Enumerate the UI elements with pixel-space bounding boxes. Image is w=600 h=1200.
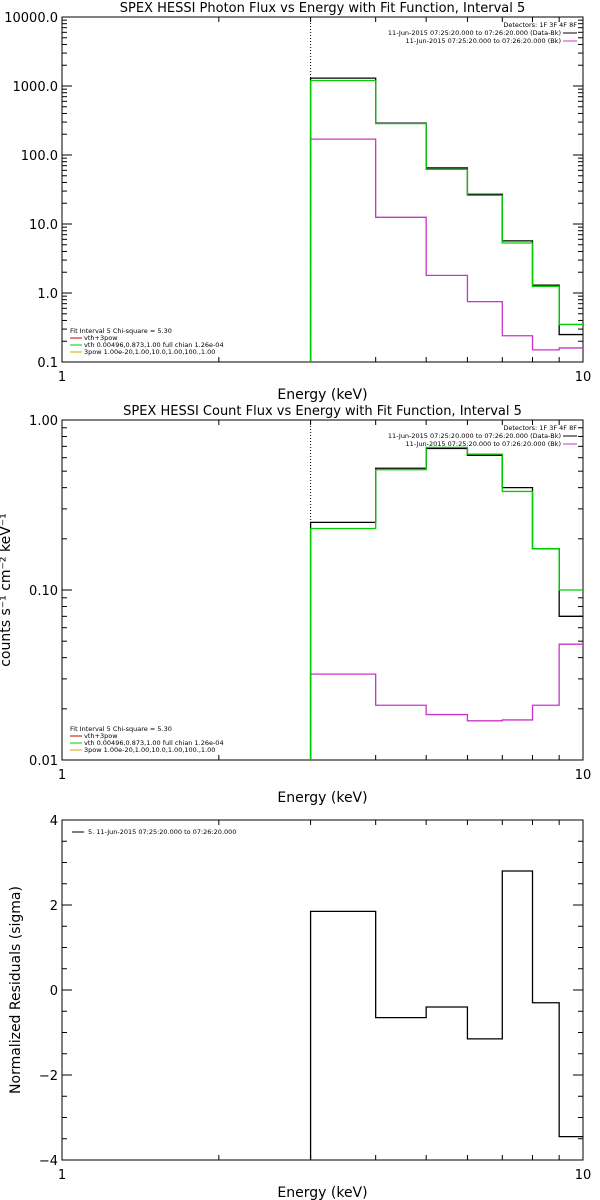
y-tick-label: 1.0 <box>37 287 58 302</box>
legend-entry: 5. 11-Jun-2015 07:25:20.000 to 07:26:20.… <box>88 828 236 836</box>
fit-legend-entry: vth 0.00496,0.873,1.00 full chian 1.26e-… <box>84 341 224 349</box>
fit-legend-entry: vth 0.00496,0.873,1.00 full chian 1.26e-… <box>84 739 224 747</box>
x-axis: 1 10 <box>58 17 591 385</box>
legend-entry: 11-Jun-2015 07:25:20.000 to 07:26:20.000… <box>406 37 561 45</box>
legend: 5. 11-Jun-2015 07:25:20.000 to 07:26:20.… <box>72 828 236 836</box>
series-line-black <box>309 447 583 760</box>
x-axis: 1 10 <box>58 820 591 1183</box>
x-axis-label: Energy (keV) <box>277 387 367 403</box>
y-tick-label: 1000.0 <box>13 80 59 95</box>
legend-entry: Detectors: 1F 3F 4F 8F <box>503 424 577 432</box>
y-axis: 1.00 0.10 0.01 <box>29 414 583 769</box>
x-tick-label: 10 <box>575 370 592 385</box>
fit-legend: Fit Interval 5 Chi-square = 5.30vth+3pow… <box>70 327 224 356</box>
y-tick-label: 1.00 <box>29 414 58 429</box>
y-tick-label: −2 <box>39 1069 58 1084</box>
y-tick-label: 10000.0 <box>4 11 58 26</box>
fit-legend-entry: vth+3pow <box>84 334 118 342</box>
y-tick-label: 0.1 <box>37 356 58 371</box>
series-group <box>309 77 583 362</box>
fit-legend-entry: Fit Interval 5 Chi-square = 5.30 <box>70 725 172 733</box>
y-tick-label: 0 <box>50 984 58 999</box>
y-axis: 4 2 0 −2 −4 <box>39 814 583 1169</box>
chart-panel-2: SPEX HESSI Count Flux vs Energy with Fit… <box>0 404 591 806</box>
fit-legend-entry: Fit Interval 5 Chi-square = 5.30 <box>70 327 172 335</box>
legend-entry: 11-Jun-2015 07:25:20.000 to 07:26:20.000… <box>406 440 561 448</box>
legend-entry: 11-Jun-2015 07:25:20.000 to 07:26:20.000… <box>388 432 561 440</box>
x-tick-label: 1 <box>58 370 66 385</box>
x-tick-label: 1 <box>58 768 66 783</box>
y-tick-label: 2 <box>50 899 58 914</box>
chart-title: SPEX HESSI Photon Flux vs Energy with Fi… <box>120 1 526 16</box>
fit-legend-entry: vth+3pow <box>84 732 118 740</box>
plot-frame <box>61 419 584 761</box>
series-line-black <box>309 870 583 1160</box>
x-tick-label: 10 <box>575 1168 592 1183</box>
x-tick-label: 1 <box>58 1168 66 1183</box>
series-group <box>309 446 583 760</box>
y-tick-label: 0.01 <box>29 754 58 769</box>
legend-entry: 11-Jun-2015 07:25:20.000 to 07:26:20.000… <box>388 29 561 37</box>
series-group <box>309 870 583 1160</box>
y-tick-label: 10.0 <box>29 218 58 233</box>
chart-panel-3: 1 10 Energy (keV) 4 2 0 −2 −4 Normalized Residua… <box>8 814 591 1200</box>
y-axis-label: counts s⁻¹ cm⁻² keV⁻¹ <box>0 513 14 667</box>
series-line-magenta <box>309 643 583 760</box>
fit-legend-entry: 3pow 1.00e-20,1.00,10.0,1.00,100.,1.00 <box>84 348 215 356</box>
x-axis-label: Energy (keV) <box>277 790 367 806</box>
chart-panel-1: SPEX HESSI Photon Flux vs Energy with Fi… <box>4 1 591 403</box>
x-axis-label: Energy (keV) <box>277 1185 367 1200</box>
chart-title: SPEX HESSI Count Flux vs Energy with Fit… <box>123 404 522 419</box>
y-tick-label: 4 <box>50 814 58 829</box>
series-line-green <box>309 79 583 362</box>
y-axis: 10000.0 1000.0 100.0 10.0 1.0 0.1 <box>4 11 583 371</box>
y-tick-label: −4 <box>39 1154 58 1169</box>
legend-entry: Detectors: 1F 3F 4F 8F <box>503 21 577 29</box>
x-tick-label: 10 <box>575 768 592 783</box>
fit-legend: Fit Interval 5 Chi-square = 5.30vth+3pow… <box>70 725 224 754</box>
y-tick-label: 0.10 <box>29 584 58 599</box>
series-line-magenta <box>309 138 583 362</box>
y-axis-label: Normalized Residuals (sigma) <box>8 886 24 1094</box>
series-line-green <box>309 446 583 760</box>
y-tick-label: 100.0 <box>21 149 58 164</box>
plot-frame <box>61 16 584 363</box>
series-line-black <box>309 77 583 362</box>
fit-legend-entry: 3pow 1.00e-20,1.00,10.0,1.00,100.,1.00 <box>84 746 215 754</box>
